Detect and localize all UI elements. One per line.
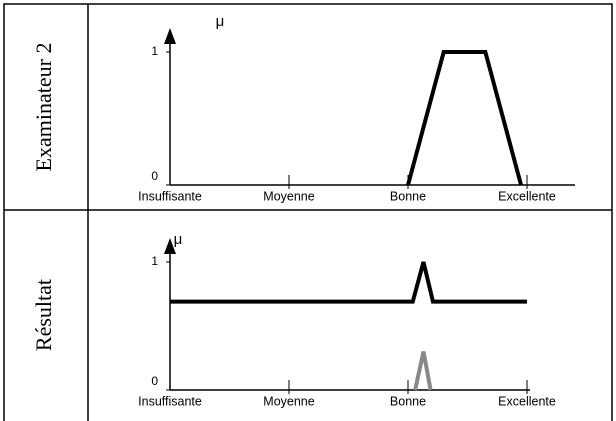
y-tick-label: 0 bbox=[151, 374, 158, 388]
y-axis-label: μ bbox=[174, 231, 183, 248]
y-tick-label: 1 bbox=[151, 44, 158, 58]
line-series bbox=[170, 261, 527, 304]
y-axis-arrow bbox=[164, 238, 176, 254]
x-tick-label: Bonne bbox=[390, 189, 426, 203]
x-tick-label: Excellente bbox=[498, 394, 556, 408]
table-border bbox=[3, 3, 613, 421]
x-tick-label: Insuffisante bbox=[138, 189, 202, 203]
row-label: Examinateur 2 bbox=[31, 43, 56, 172]
x-tick-label: Excellente bbox=[498, 189, 556, 203]
x-tick-label: Bonne bbox=[390, 394, 426, 408]
line-series bbox=[413, 351, 433, 391]
x-tick-label: Moyenne bbox=[263, 394, 314, 408]
y-tick-label: 1 bbox=[151, 254, 158, 268]
y-axis-arrow bbox=[164, 28, 176, 44]
x-tick-label: Moyenne bbox=[263, 189, 314, 203]
x-tick-label: Insuffisante bbox=[138, 394, 202, 408]
y-axis-label: μ bbox=[216, 13, 225, 30]
y-tick-label: 0 bbox=[151, 169, 158, 183]
row-label: Résultat bbox=[31, 279, 56, 351]
line-series bbox=[406, 50, 523, 186]
